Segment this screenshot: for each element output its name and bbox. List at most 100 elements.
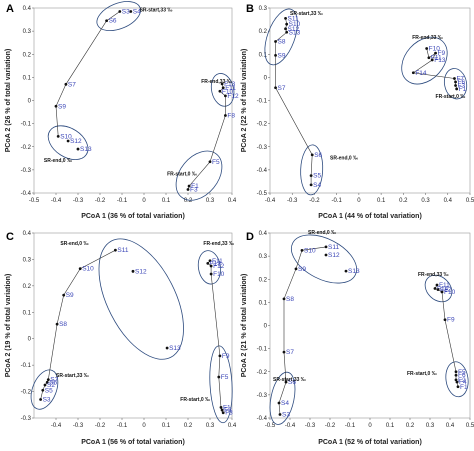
group-annotation: FR-end,33 ‰ — [201, 79, 232, 85]
cluster-ellipse — [96, 1, 141, 32]
x-tick-label: 0.5 — [466, 198, 474, 204]
x-tick-label: -0.5 — [265, 423, 276, 429]
x-tick-label: -0.4 — [265, 198, 276, 204]
panel-c: C -0.4 -0.3 -0.2 -0.1 0 0.1 0.2 0.3 0.4 0.4 0.3 0.2 0… — [5, 231, 237, 446]
point-label: F1 — [459, 86, 467, 93]
data-point — [430, 58, 434, 62]
data-point — [284, 27, 287, 31]
cluster-ellipse — [210, 73, 235, 107]
cluster-ellipse — [424, 274, 453, 303]
y-tick-label: 0 — [28, 99, 32, 105]
data-point — [300, 248, 304, 252]
data-point — [324, 253, 328, 257]
data-point — [433, 287, 437, 290]
x-tick-label: 0.4 — [446, 423, 455, 429]
trajectory-line — [275, 18, 313, 185]
point-label: F5 — [458, 369, 466, 376]
data-point — [454, 80, 457, 84]
data-point — [220, 408, 224, 412]
x-tick-label: -0.2 — [95, 198, 106, 204]
x-tick-label: -0.1 — [331, 198, 342, 204]
data-point — [39, 398, 42, 401]
data-point — [454, 84, 457, 87]
x-tick-label: -0.2 — [309, 198, 320, 204]
data-point — [282, 350, 286, 354]
data-point — [434, 51, 437, 55]
group-annotation: FR-end,33 ‰ — [203, 241, 234, 247]
data-point — [411, 71, 415, 75]
point-label: S12 — [70, 138, 82, 145]
point-label: F9 — [438, 50, 446, 57]
point-label: F4 — [459, 379, 467, 386]
data-point — [425, 47, 429, 50]
x-tick-label: -0.3 — [73, 423, 84, 429]
y-tick-label: -0.1 — [257, 99, 268, 105]
point-label: S13 — [169, 345, 181, 352]
data-point — [344, 269, 348, 273]
group-annotation: FR-start,0 ‰ — [407, 371, 437, 377]
point-label: S13 — [348, 268, 360, 275]
y-tick-label: 0.3 — [23, 29, 32, 35]
point-label: S11 — [288, 15, 299, 22]
group-annotation: FR-end,33 ‰ — [412, 35, 443, 41]
y-tick-label: 0.2 — [23, 284, 32, 290]
data-point — [436, 288, 440, 292]
data-point — [187, 184, 191, 188]
data-point — [453, 77, 456, 80]
x-tick-label: 0.1 — [162, 198, 171, 204]
point-label: S6 — [109, 18, 117, 25]
point-label: F10 — [444, 289, 456, 296]
point-label: F10 — [222, 88, 234, 95]
group-annotation: SR-end,0 ‰ — [44, 158, 72, 164]
data-point — [285, 22, 289, 26]
cluster-ellipse — [98, 238, 184, 360]
point-label: F11 — [439, 282, 450, 289]
data-point — [454, 378, 458, 382]
data-point — [45, 380, 49, 384]
y-tick-label: 0.1 — [23, 310, 32, 316]
cluster-ellipse — [300, 144, 324, 196]
y-axis-title: PCoA 2 (26 % of total variation) — [5, 49, 12, 153]
data-point — [118, 10, 122, 13]
y-tick-label: -0.4 — [257, 416, 268, 422]
point-label: F12 — [227, 93, 239, 100]
point-label: S3 — [43, 397, 51, 404]
point-label: F5 — [212, 159, 220, 166]
group-annotation: SR-end,0 ‰ — [330, 155, 358, 161]
panel-letter: C — [6, 231, 14, 243]
x-tick-label: 0.3 — [206, 198, 215, 204]
x-tick-label: 0.3 — [421, 198, 430, 204]
data-point — [274, 54, 277, 57]
point-label: F3 — [458, 82, 466, 89]
panel-letter: B — [246, 3, 254, 15]
point-label: S11 — [117, 247, 128, 254]
point-label: F10 — [429, 45, 441, 52]
y-tick-label: 0.4 — [259, 231, 268, 237]
point-label: F12 — [440, 287, 452, 294]
x-axis-title: PCoA 1 (44 % of total variation) — [318, 213, 422, 220]
x-tick-label: -0.4 — [285, 423, 296, 429]
point-label: F11 — [225, 85, 236, 92]
x-tick-label: 0.5 — [466, 423, 474, 429]
data-point — [62, 293, 66, 297]
point-label: S9 — [58, 103, 66, 110]
x-tick-label: -0.4 — [51, 423, 62, 429]
y-axis-title: PCoA 2 (19 % of total variation) — [5, 274, 12, 378]
data-point — [56, 134, 60, 138]
y-tick-label: -0.2 — [257, 370, 268, 376]
point-label: S9 — [298, 266, 306, 273]
point-label: F11 — [212, 258, 223, 265]
x-axis-title: PCoA 1 (56 % of total variation) — [81, 439, 185, 446]
point-label: S6 — [314, 152, 322, 159]
x-tick-label: -0.1 — [345, 423, 356, 429]
point-label: S10 — [60, 133, 72, 140]
point-label: S10 — [304, 247, 316, 254]
point-label: S13 — [80, 146, 92, 153]
x-tick-label: 0.2 — [184, 423, 193, 429]
point-label: S3 — [122, 8, 130, 15]
data-point — [454, 370, 458, 374]
data-point — [105, 19, 108, 23]
point-label: F13 — [224, 81, 236, 88]
point-label: S2 — [47, 382, 55, 389]
point-label: F12 — [213, 263, 225, 270]
